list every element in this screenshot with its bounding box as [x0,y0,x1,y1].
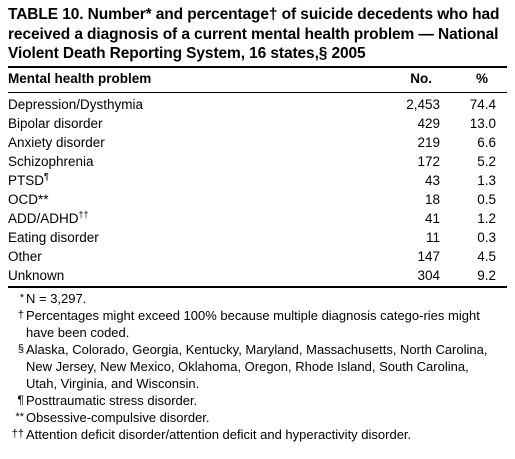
row-label: Unknown [8,268,65,283]
top-rule [8,66,507,68]
row-label: OCD** [8,192,49,207]
table-row: Eating disorder 11 0.3 [8,228,507,247]
row-percent: 0.3 [477,230,496,245]
table-row: Anxiety disorder 219 6.6 [8,133,507,152]
table-row: Unknown 304 9.2 [8,266,507,285]
footnote-text: N = 3,297. [26,291,87,306]
footnote-text: Alaska, Colorado, Georgia, Kentucky, Mar… [26,342,488,391]
footnote-mark: †† [11,428,24,440]
footnote: ** Obsessive-compulsive disorder. [8,409,503,426]
table-row: Schizophrenia 172 5.2 [8,152,507,171]
header-rule [8,92,507,93]
column-header-number: No. [410,71,432,86]
footnote-text: Obsessive-compulsive disorder. [26,410,210,425]
row-label: Anxiety disorder [8,135,105,150]
row-label: PTSD¶ [8,171,49,188]
row-label: Depression/Dysthymia [8,97,144,112]
row-number: 41 [424,211,440,226]
row-percent: 5.2 [477,154,496,169]
footnote-mark: * [19,292,24,304]
footnote-mark: § [17,343,24,355]
row-number: 11 [425,230,440,245]
row-number: 18 [424,192,440,207]
column-header-problem: Mental health problem [8,71,152,86]
table-row: Bipolar disorder 429 13.0 [8,114,507,133]
row-percent: 6.6 [477,135,496,150]
row-label: ADD/ADHD†† [8,209,89,226]
table-row: ADD/ADHD†† 41 1.2 [8,209,507,228]
row-label: Bipolar disorder [8,116,103,131]
row-percent: 1.2 [477,211,496,226]
footnote-text: Percentages might exceed 100% because mu… [26,308,480,340]
row-percent: 4.5 [477,249,496,264]
table-body: Depression/Dysthymia 2,453 74.4 Bipolar di… [8,95,507,285]
column-header-percent: % [475,71,488,86]
row-number: 429 [417,116,440,131]
table-row: PTSD¶ 43 1.3 [8,171,507,190]
row-number: 219 [417,135,440,150]
row-number: 2,453 [406,97,440,112]
row-label: Eating disorder [8,230,99,245]
row-label: Other [8,249,42,264]
row-number: 43 [424,173,440,188]
row-number: 172 [417,154,440,169]
row-label: Schizophrenia [8,154,94,169]
bottom-rule [8,286,507,288]
footnote-text: Attention deficit disorder/attention def… [26,427,412,442]
row-percent: 13.0 [469,116,496,131]
row-percent: 1.3 [477,173,496,188]
row-percent: 0.5 [477,192,496,207]
footnote-mark: ¶ [17,393,24,407]
footnote-mark: † [17,309,24,321]
row-percent: 9.2 [477,268,496,283]
table-row: OCD** 18 0.5 [8,190,507,209]
footnote: †† Attention deficit disorder/attention d… [8,426,503,443]
footnote: † Percentages might exceed 100% because m… [8,307,503,341]
footnotes: * N = 3,297. † Percentages might exceed 10… [8,290,503,443]
table-title: TABLE 10. Number* and percentage† of sui… [8,6,500,62]
footnote: * N = 3,297. [8,290,503,307]
row-number: 147 [417,249,440,264]
footnote: ¶ Posttraumatic stress disorder. [8,392,503,409]
row-percent: 74.4 [469,97,496,112]
table-row: Depression/Dysthymia 2,453 74.4 [8,95,507,114]
table-row: Other 147 4.5 [8,247,507,266]
footnote: § Alaska, Colorado, Georgia, Kentucky, Ma… [8,341,503,392]
footnote-mark: ** [15,411,24,423]
footnote-text: Posttraumatic stress disorder. [26,393,198,408]
row-number: 304 [417,268,440,283]
